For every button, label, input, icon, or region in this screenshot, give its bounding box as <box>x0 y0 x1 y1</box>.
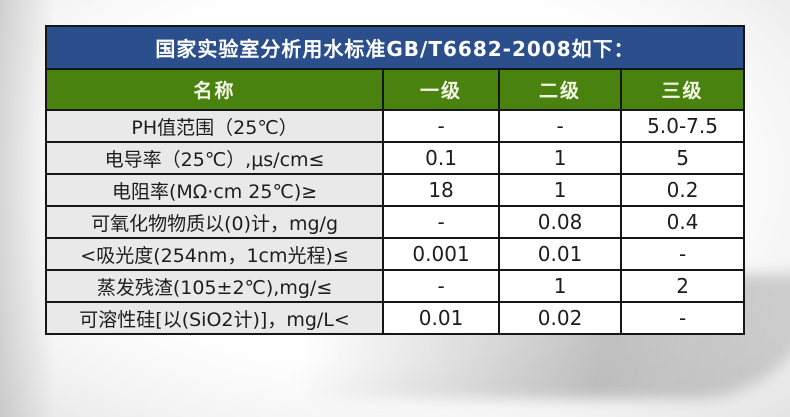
value-cell: - <box>382 205 500 239</box>
row-label-cell: 电阻率(MΩ·cm 25℃)≥ <box>44 173 385 207</box>
table-row-absorbance: <吸光度(254nm，1cm光程)≤ 0.001 0.01 - <box>44 237 745 271</box>
value-cell: 1 <box>497 173 623 207</box>
value-cell: 1 <box>497 141 623 175</box>
table-row-oxidizable-matter: 可氧化物物质以(0)计，mg/g - 0.08 0.4 <box>44 205 745 239</box>
value-cell: 0.4 <box>620 205 745 239</box>
table-row-resistivity: 电阻率(MΩ·cm 25℃)≥ 18 1 0.2 <box>44 173 745 207</box>
value-cell: 0.01 <box>497 237 623 271</box>
row-label-cell: 电导率（25℃）,μs/cm≤ <box>44 141 385 175</box>
table-header-row: 名称 一级 二级 三级 <box>44 68 745 111</box>
column-header-grade1: 一级 <box>382 68 500 111</box>
value-cell: - <box>620 301 745 335</box>
value-cell: 0.08 <box>497 205 623 239</box>
value-cell: 0.001 <box>382 237 500 271</box>
row-label-cell: <吸光度(254nm，1cm光程)≤ <box>44 237 385 271</box>
value-cell: 5 <box>620 141 745 175</box>
value-cell: - <box>382 109 500 143</box>
table-title: 国家实验室分析用水标准GB/T6682-2008如下： <box>45 25 745 70</box>
value-cell: 18 <box>382 173 500 207</box>
value-cell: - <box>382 269 500 303</box>
value-cell: 0.1 <box>382 141 500 175</box>
value-cell: - <box>620 237 745 271</box>
table-title-row: 国家实验室分析用水标准GB/T6682-2008如下： <box>45 25 745 70</box>
column-header-grade3: 三级 <box>620 68 745 111</box>
row-label-cell: PH值范围（25℃） <box>44 109 385 143</box>
value-cell: 1 <box>497 269 623 303</box>
row-label-cell: 蒸发残渣(105±2℃),mg/≤ <box>44 269 385 303</box>
water-standard-table: 国家实验室分析用水标准GB/T6682-2008如下： 名称 一级 二级 三级 … <box>44 25 745 335</box>
value-cell: - <box>497 109 623 143</box>
value-cell: 0.02 <box>497 301 623 335</box>
row-label-cell: 可氧化物物质以(0)计，mg/g <box>44 205 385 239</box>
value-cell: 2 <box>620 269 745 303</box>
value-cell: 5.0-7.5 <box>620 109 745 143</box>
table-row-ph-range: PH值范围（25℃） - - 5.0-7.5 <box>44 109 745 143</box>
table-row-evaporation-residue: 蒸发残渣(105±2℃),mg/≤ - 1 2 <box>44 269 745 303</box>
value-cell: 0.2 <box>620 173 745 207</box>
value-cell: 0.01 <box>382 301 500 335</box>
column-header-name: 名称 <box>44 68 385 111</box>
table-row-conductivity: 电导率（25℃）,μs/cm≤ 0.1 1 5 <box>44 141 745 175</box>
row-label-cell: 可溶性硅[以(SiO2计)]，mg/L< <box>44 301 385 335</box>
table-row-soluble-silica: 可溶性硅[以(SiO2计)]，mg/L< 0.01 0.02 - <box>44 301 745 335</box>
column-header-grade2: 二级 <box>497 68 623 111</box>
water-standard-table-container: 国家实验室分析用水标准GB/T6682-2008如下： 名称 一级 二级 三级 … <box>44 25 745 335</box>
